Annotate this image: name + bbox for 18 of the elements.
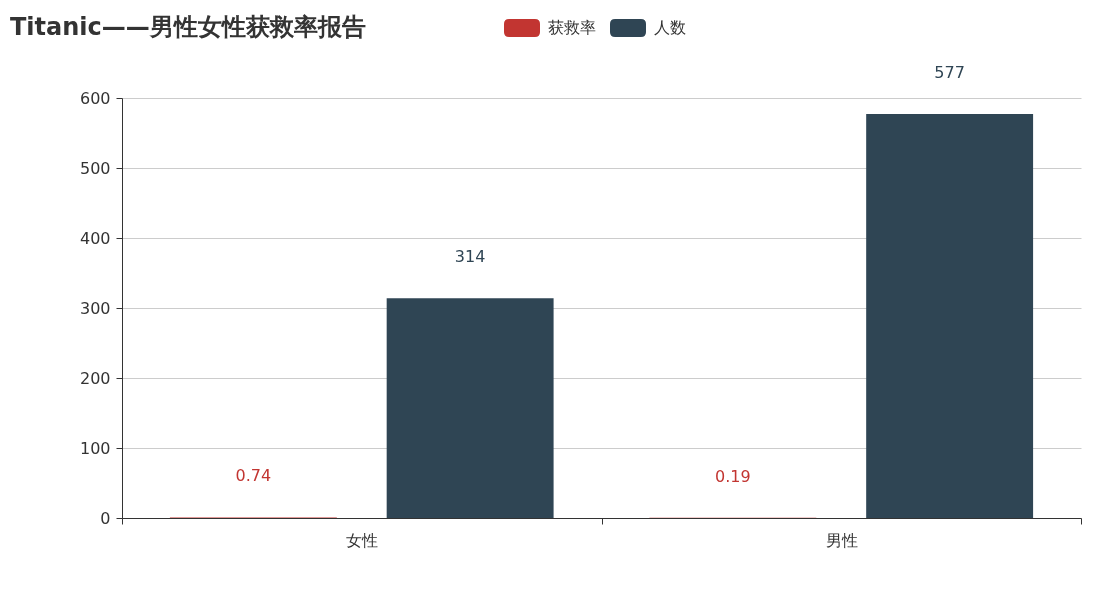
y-tick-label: 0	[100, 508, 111, 528]
legend-label: 人数	[654, 18, 686, 37]
bar	[386, 298, 554, 518]
y-tick-label: 400	[79, 228, 111, 248]
bar	[866, 114, 1034, 518]
y-tick-label: 500	[79, 158, 111, 178]
data-label: 577	[934, 63, 965, 83]
y-tick-label: 200	[79, 368, 111, 388]
y-tick-label: 600	[79, 88, 111, 108]
x-tick-label: 女性	[346, 530, 379, 550]
legend-label: 获救率	[548, 18, 596, 37]
x-tick-label: 男性	[825, 530, 858, 550]
data-label: 0.19	[715, 466, 751, 486]
y-tick-label: 300	[79, 298, 111, 318]
data-label: 0.74	[235, 466, 272, 486]
chart-title: Titanic——男性女性获救率报告	[10, 13, 366, 41]
y-tick-label: 100	[79, 438, 111, 458]
data-label: 314	[454, 247, 486, 267]
